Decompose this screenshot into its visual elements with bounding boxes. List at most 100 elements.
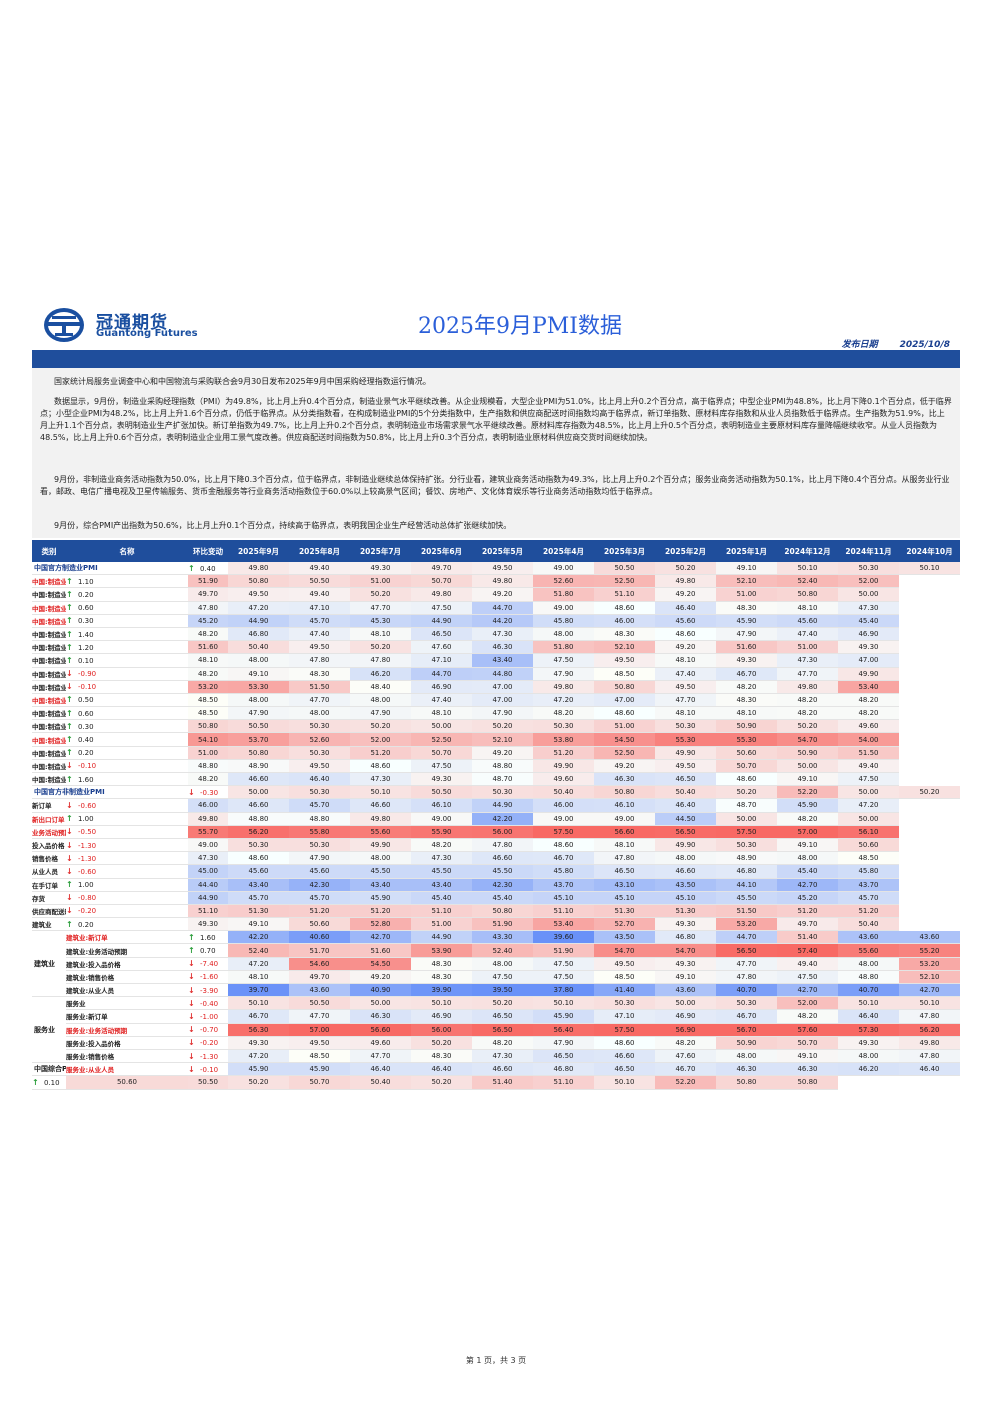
row-name: 服务业 — [66, 996, 188, 1011]
arrow-up-icon: ↑ — [66, 748, 73, 758]
value-cell: 50.30 — [655, 719, 716, 734]
value-cell: 50.50 — [228, 719, 289, 734]
value-cell: 46.70 — [716, 1009, 777, 1024]
value-cell: 46.60 — [228, 798, 289, 813]
change-cell: ↓ -1.00 — [188, 1009, 228, 1024]
value-cell: 52.10 — [716, 574, 777, 589]
change-cell: ↑ 0.20 — [66, 917, 188, 932]
value-cell: 50.10 — [899, 562, 960, 576]
table-row: 中国:制造业PMI:大型企业↑0.2051.0050.8050.3051.205… — [32, 746, 960, 760]
value-cell: 50.70 — [411, 746, 472, 760]
value-cell: 47.30 — [350, 772, 411, 787]
value-cell: 47.90 — [472, 706, 533, 721]
change-value: 0.60 — [78, 709, 94, 718]
value-cell: 49.30 — [350, 562, 411, 576]
row-name: 新出口订单 — [32, 812, 66, 826]
change-cell: ↑ 0.70 — [188, 943, 228, 958]
table-row: 中国:制造业PMI:主要原材料购进价格↓ -0.10 53.2053.3051.50… — [32, 680, 960, 694]
change-value: -0.20 — [200, 1039, 219, 1048]
value-cell: 46.80 — [655, 930, 716, 945]
change-value: 0.10 — [44, 1078, 60, 1087]
value-cell: 54.60 — [289, 957, 350, 971]
value-cell: 44.80 — [472, 667, 533, 681]
arrow-down-icon: ↓ — [66, 827, 73, 837]
value-cell: 42.30 — [472, 878, 533, 892]
value-cell: 56.90 — [655, 1023, 716, 1037]
value-cell: 45.60 — [289, 864, 350, 879]
value-cell: 49.10 — [777, 838, 838, 853]
change-value: -0.60 — [78, 867, 97, 876]
value-cell: 44.50 — [655, 812, 716, 826]
value-cell: 49.20 — [594, 759, 655, 774]
change-value: -0.10 — [78, 683, 97, 692]
value-cell: 47.20 — [533, 693, 594, 708]
value-cell: 51.10 — [533, 1075, 594, 1090]
value-cell: 46.50 — [594, 1062, 655, 1077]
value-cell: 49.60 — [533, 772, 594, 787]
company-name-en: Guantong Futures — [96, 328, 198, 339]
row-name: 新订单 — [32, 798, 66, 813]
value-cell: 43.60 — [899, 930, 960, 945]
value-cell: 40.60 — [289, 930, 350, 945]
arrow-down-icon: ↓ — [66, 669, 73, 679]
value-cell: 44.70 — [472, 601, 533, 615]
value-cell: 46.70 — [655, 1062, 716, 1077]
table-row: 中国:制造业PMI:供货商配送时间↑0.3050.8050.5050.3050.… — [32, 719, 960, 734]
value-cell: 45.90 — [228, 1062, 289, 1077]
change-cell: ↓ -1.30 — [66, 838, 188, 853]
value-cell: 43.40 — [228, 878, 289, 892]
value-cell: 49.80 — [188, 812, 228, 826]
value-cell: 46.40 — [655, 798, 716, 813]
value-cell: 50.20 — [472, 719, 533, 734]
value-cell: 45.00 — [188, 864, 228, 879]
value-cell: 52.50 — [594, 746, 655, 760]
row-name: 中国:制造业PMI:新订单 — [32, 587, 66, 602]
value-cell: 49.90 — [655, 746, 716, 760]
value-cell: 52.20 — [777, 785, 838, 800]
value-cell: 46.10 — [411, 798, 472, 813]
value-cell: 49.00 — [594, 812, 655, 826]
value-cell: 39.50 — [472, 983, 533, 998]
value-cell: 47.80 — [350, 653, 411, 668]
value-cell: 51.50 — [289, 680, 350, 694]
value-cell: 39.70 — [228, 983, 289, 998]
change-value: 1.00 — [78, 815, 94, 824]
value-cell: 48.60 — [655, 627, 716, 642]
value-cell: 48.00 — [533, 627, 594, 642]
value-cell: 53.20 — [899, 957, 960, 971]
value-cell: 50.80 — [777, 1075, 838, 1090]
table-row: ↑ 0.10 50.60 50.50 50.20 50.70 50.40 50.20 51.40… — [32, 1075, 960, 1090]
change-value: -0.10 — [78, 762, 97, 771]
value-cell: 50.80 — [594, 680, 655, 694]
value-cell: 46.30 — [777, 1062, 838, 1077]
row-name: 中国:制造业PMI:小型企业 — [32, 772, 66, 787]
value-cell: 51.50 — [716, 904, 777, 919]
value-cell: 42.20 — [228, 930, 289, 945]
value-cell: 46.50 — [533, 1049, 594, 1064]
value-cell: 43.10 — [594, 878, 655, 892]
value-cell: 48.20 — [838, 693, 899, 708]
value-cell: 50.20 — [716, 785, 777, 800]
change-cell: ↑ 0.50 — [66, 693, 188, 708]
change-value: -1.30 — [200, 1052, 219, 1061]
column-header: 2024年10月 — [899, 540, 960, 562]
value-cell: 46.60 — [228, 772, 289, 787]
value-cell: 46.10 — [594, 798, 655, 813]
table-row: 建筑业:从业人员 ↓ -3.90 39.70 43.60 40.90 39.90 39.50 3… — [32, 983, 960, 998]
value-cell: 46.90 — [655, 1009, 716, 1024]
change-cell: ↓ -0.10 — [188, 1062, 228, 1077]
value-cell: 39.90 — [411, 983, 472, 998]
value-cell: 47.20 — [228, 957, 289, 971]
row-name: 建筑业 — [32, 917, 66, 932]
value-cell: 47.30 — [777, 653, 838, 668]
value-cell: 49.30 — [228, 1036, 289, 1050]
value-cell: 50.80 — [228, 746, 289, 760]
row-name: 服务业:投入品价格 — [66, 1036, 188, 1050]
arrow-down-icon: ↓ — [188, 1011, 195, 1021]
value-cell: 51.20 — [838, 904, 899, 919]
summary-box: 国家统计局服务业调查中心和中国物流与采购联合会9月30日发布2025年9月中国采… — [32, 368, 960, 538]
arrow-up-icon: ↑ — [66, 919, 73, 929]
value-cell: 48.30 — [411, 970, 472, 985]
value-cell: 49.50 — [289, 640, 350, 655]
value-cell: 49.10 — [716, 562, 777, 576]
